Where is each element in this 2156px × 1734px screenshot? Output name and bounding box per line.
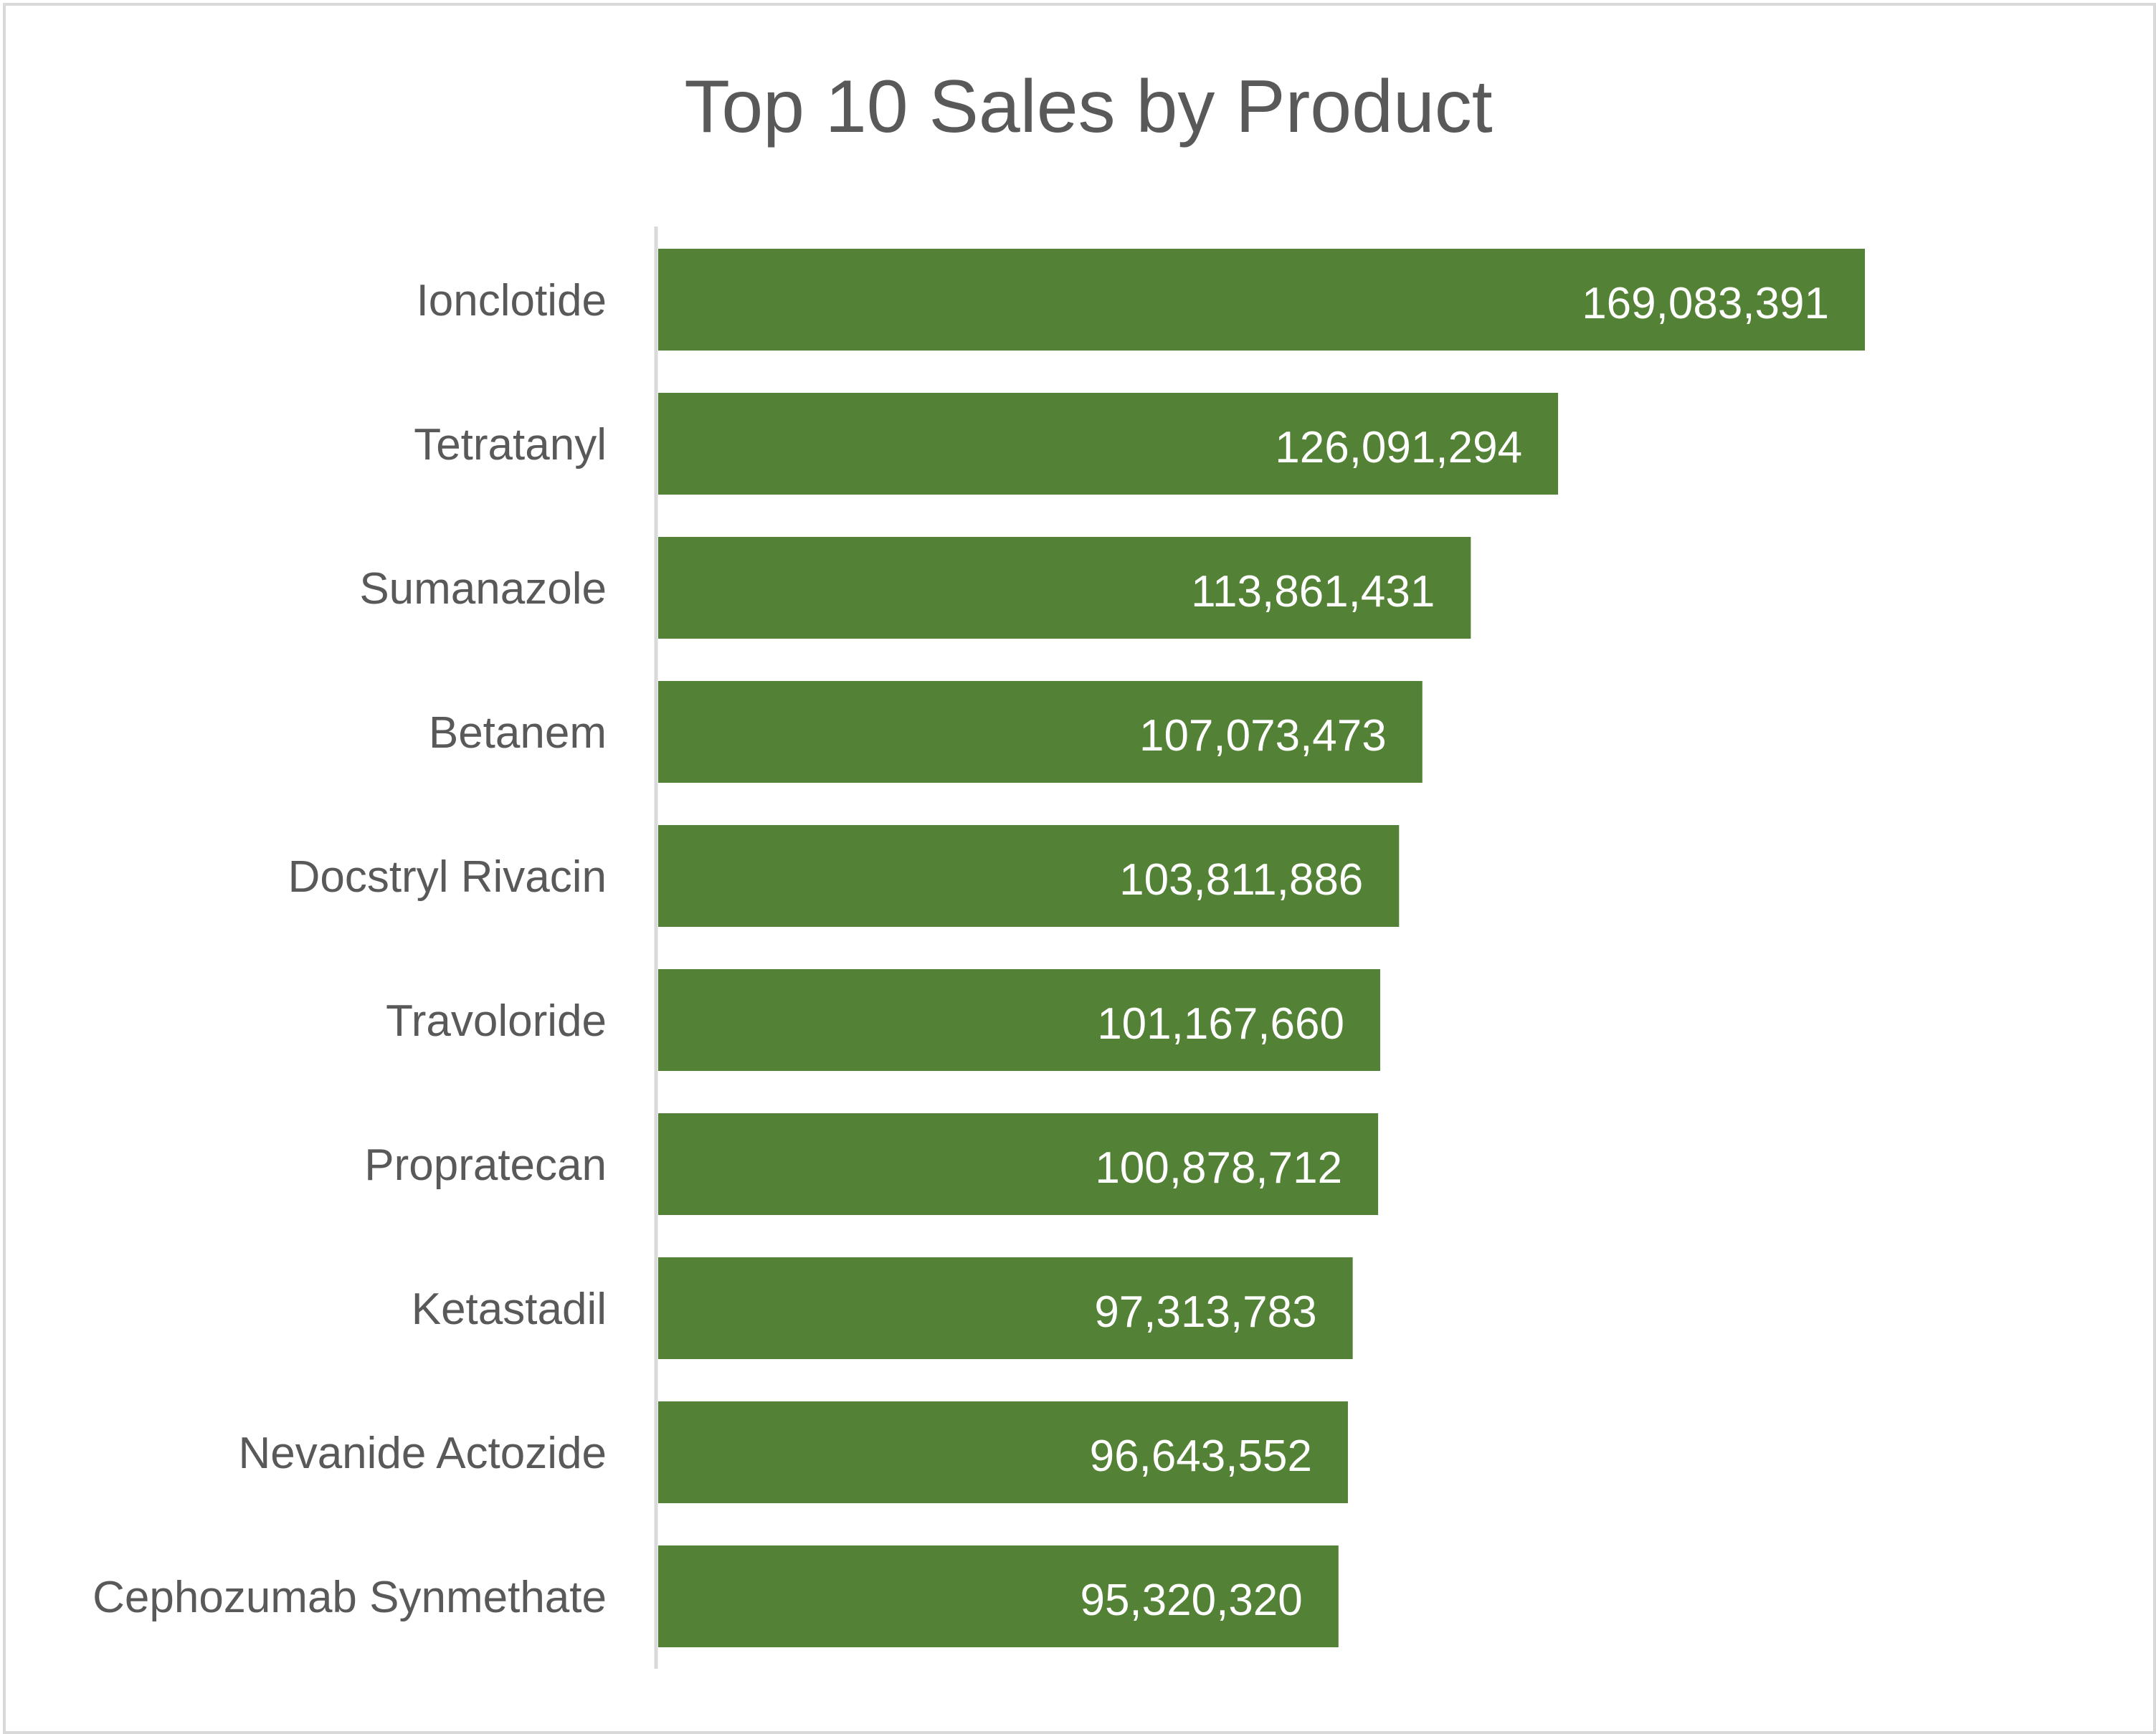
category-label-4: Docstryl Rivacin: [288, 852, 607, 902]
category-label-0: Ionclotide: [417, 276, 607, 325]
data-label-3: 107,073,473: [1139, 711, 1387, 761]
category-label-9: Cephozumab Synmethate: [92, 1573, 607, 1622]
category-label-6: Propratecan: [364, 1140, 607, 1190]
category-label-7: Ketastadil: [412, 1285, 607, 1334]
bar-5: [658, 969, 1380, 1071]
bar-9: [658, 1545, 1339, 1647]
bars-group: Ionclotide 169,083,391 Tetratanyl 126,091,2…: [92, 249, 1865, 1647]
data-label-6: 100,878,712: [1095, 1143, 1342, 1193]
category-label-8: Nevanide Actozide: [238, 1429, 607, 1478]
chart-title: Top 10 Sales by Product: [684, 65, 1492, 148]
bar-7: [658, 1257, 1353, 1359]
category-label-3: Betanem: [429, 708, 607, 758]
bar-2: [658, 537, 1471, 639]
data-label-7: 97,313,783: [1094, 1287, 1316, 1337]
chart-frame: Top 10 Sales by Product Ionclotide 169,08…: [3, 3, 2156, 1734]
data-label-4: 103,811,886: [1119, 855, 1363, 905]
data-label-5: 101,167,660: [1097, 999, 1344, 1049]
bar-1: [658, 393, 1559, 495]
category-label-1: Tetratanyl: [414, 420, 607, 470]
data-label-1: 126,091,294: [1275, 423, 1522, 472]
data-label-8: 96,643,552: [1090, 1431, 1312, 1481]
data-label-9: 95,320,320: [1080, 1576, 1302, 1625]
category-label-2: Sumanazole: [359, 564, 607, 614]
bar-chart: Top 10 Sales by Product Ionclotide 169,08…: [92, 65, 1865, 1669]
data-label-0: 169,083,391: [1582, 279, 1829, 328]
bar-6: [658, 1113, 1379, 1215]
bar-3: [658, 681, 1423, 783]
category-label-5: Travoloride: [386, 996, 607, 1046]
bar-0: [658, 249, 1865, 351]
bar-8: [658, 1401, 1348, 1503]
bar-4: [658, 825, 1400, 927]
data-label-2: 113,861,431: [1191, 567, 1435, 616]
